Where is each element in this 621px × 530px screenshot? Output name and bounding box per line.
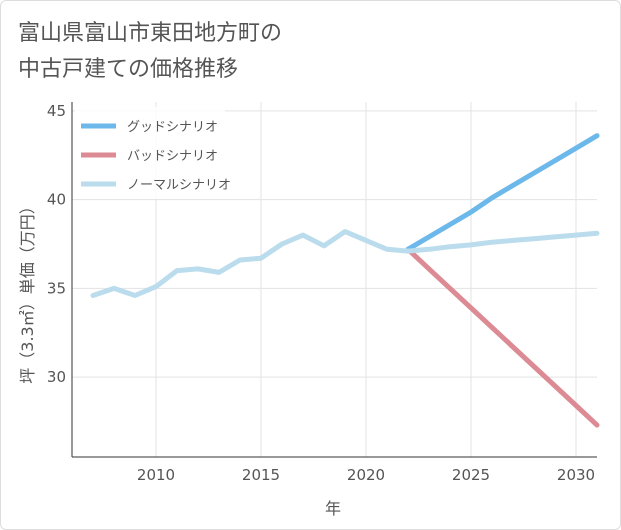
x-tick-label: 2015 <box>242 466 280 484</box>
x-tick-label: 2025 <box>452 466 490 484</box>
chart-title-line-2: 中古戸建ての価格推移 <box>18 57 239 82</box>
legend-label: バッドシナリオ <box>127 149 218 164</box>
chart-title: 富山県富山市東田地方町の 中古戸建ての価格推移 <box>18 16 282 88</box>
y-tick-label: 30 <box>47 368 66 386</box>
series-line-2 <box>405 246 600 428</box>
y-tick-label: 45 <box>47 102 66 120</box>
x-axis-label: 年 <box>325 499 341 518</box>
y-axis-label: 坪（3.3㎡）単価（万円） <box>18 198 37 383</box>
x-tick-label: 2030 <box>557 466 595 484</box>
tick-labels: 2010 2015 2020 2025 2030 30 35 40 45 <box>47 102 595 484</box>
series-lines <box>90 133 600 428</box>
y-tick-label: 40 <box>47 191 66 209</box>
legend-label: ノーマルシナリオ <box>127 178 231 193</box>
legend-label: グッドシナリオ <box>127 120 218 135</box>
chart-title-line-1: 富山県富山市東田地方町の <box>18 21 283 46</box>
series-line-1 <box>405 133 600 252</box>
x-tick-label: 2010 <box>137 466 175 484</box>
x-tick-label: 2020 <box>347 466 385 484</box>
series-line-3 <box>90 229 600 298</box>
y-tick-label: 35 <box>47 279 66 297</box>
axes <box>71 102 597 458</box>
